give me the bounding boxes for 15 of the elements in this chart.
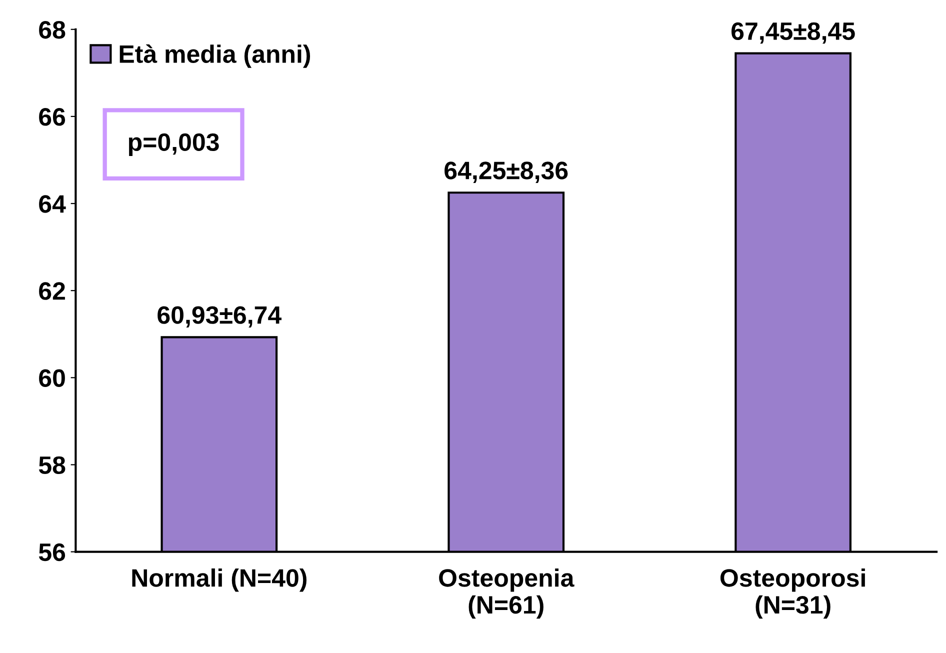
- y-tick-label: 62: [39, 282, 65, 300]
- annotation: p=0,003: [128, 133, 219, 156]
- data-label: 60,93±6,74: [158, 306, 282, 328]
- y-tick-label: 64: [39, 195, 66, 213]
- x-tick-label: Normali (N=40): [132, 568, 306, 592]
- y-tick-label: 56: [38, 543, 66, 562]
- y-tick-label: 66: [39, 108, 66, 126]
- x-tick-label: Osteopenia (N=61): [439, 568, 574, 619]
- x-tick-label: Osteoporosi (N=31): [720, 568, 865, 619]
- y-tick-label: 68: [39, 20, 66, 39]
- y-tick-label: 60: [39, 369, 65, 387]
- legend-label: Età media (anni): [120, 44, 310, 68]
- data-label: 64,25±8,36: [444, 162, 568, 183]
- y-tick-label: 58: [38, 456, 66, 474]
- data-label: 67,45±8,45: [732, 22, 855, 44]
